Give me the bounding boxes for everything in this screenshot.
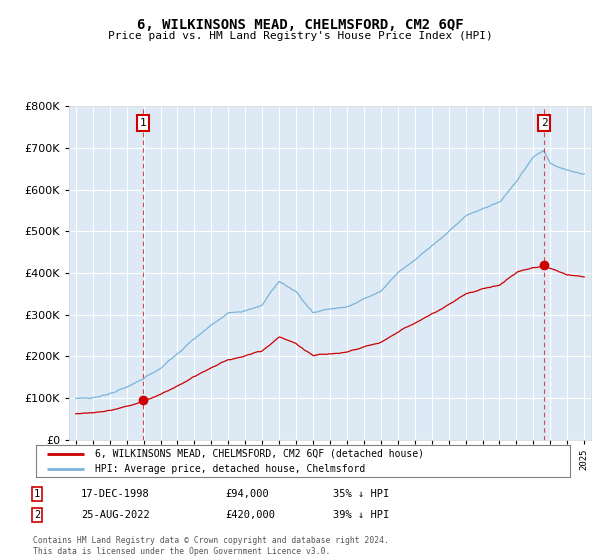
Text: 35% ↓ HPI: 35% ↓ HPI [333,489,389,499]
Text: 1: 1 [140,118,146,128]
Text: 2: 2 [541,118,547,128]
Text: 17-DEC-1998: 17-DEC-1998 [81,489,150,499]
Text: 6, WILKINSONS MEAD, CHELMSFORD, CM2 6QF: 6, WILKINSONS MEAD, CHELMSFORD, CM2 6QF [137,18,463,32]
Text: £94,000: £94,000 [225,489,269,499]
Text: £420,000: £420,000 [225,510,275,520]
Text: Price paid vs. HM Land Registry's House Price Index (HPI): Price paid vs. HM Land Registry's House … [107,31,493,41]
Text: 6, WILKINSONS MEAD, CHELMSFORD, CM2 6QF (detached house): 6, WILKINSONS MEAD, CHELMSFORD, CM2 6QF … [95,449,424,459]
Text: 25-AUG-2022: 25-AUG-2022 [81,510,150,520]
Text: Contains HM Land Registry data © Crown copyright and database right 2024.
This d: Contains HM Land Registry data © Crown c… [33,536,389,556]
Text: HPI: Average price, detached house, Chelmsford: HPI: Average price, detached house, Chel… [95,464,365,474]
Text: 39% ↓ HPI: 39% ↓ HPI [333,510,389,520]
Text: 2: 2 [34,510,40,520]
Text: 1: 1 [34,489,40,499]
